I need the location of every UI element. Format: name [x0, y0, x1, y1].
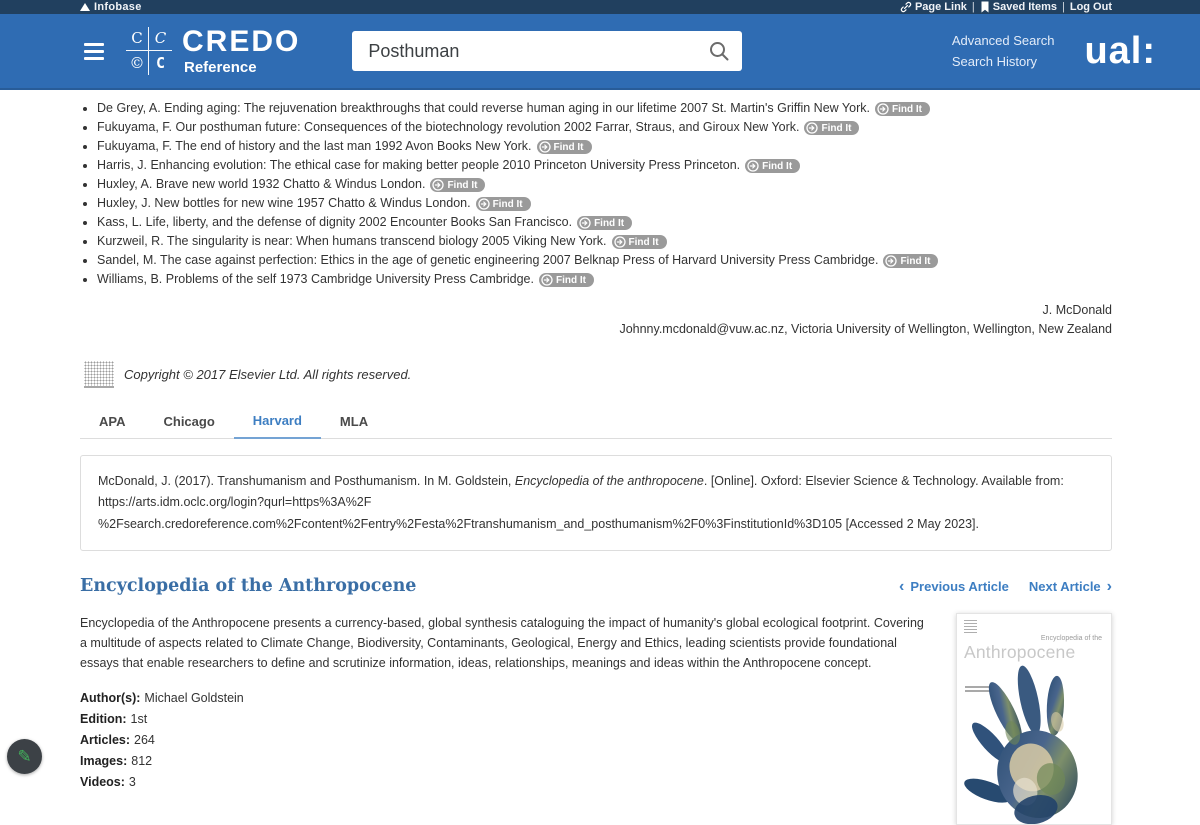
- find-it-arrow-icon: [579, 217, 591, 229]
- reference-list: De Grey, A. Ending aging: The rejuvenati…: [80, 101, 1112, 287]
- page-content: De Grey, A. Ending aging: The rejuvenati…: [0, 90, 1200, 825]
- menu-hamburger-icon[interactable]: [84, 42, 104, 60]
- cover-title: Anthropocene: [964, 641, 1076, 662]
- author-attribution: J. McDonald Johnny.mcdonald@vuw.ac.nz, V…: [80, 301, 1112, 339]
- log-out-button[interactable]: Log Out: [1069, 1, 1112, 13]
- find-it-button[interactable]: Find It: [577, 216, 633, 230]
- main-header: C C © C CREDO Reference Advanced Search …: [0, 14, 1200, 90]
- advanced-search-link[interactable]: Advanced Search: [951, 33, 1055, 48]
- earth-handprint-image: [964, 665, 1078, 824]
- copyright-text: Copyright © 2017 Elsevier Ltd. All right…: [124, 367, 412, 382]
- infobase-logo-text: Infobase: [94, 1, 142, 13]
- article-body: Encyclopedia of the Anthropocene present…: [80, 612, 1112, 825]
- pencil-icon: ✎: [17, 747, 32, 766]
- article-title: Encyclopedia of the Anthropocene: [80, 575, 417, 596]
- search-icon: [710, 42, 729, 61]
- reference-item: Williams, B. Problems of the self 1973 C…: [97, 272, 1112, 287]
- copyright-row: Copyright © 2017 Elsevier Ltd. All right…: [84, 361, 1112, 388]
- next-article-link[interactable]: Next Article ›: [1028, 577, 1112, 595]
- book-cover[interactable]: Encyclopedia of the Anthropocene: [956, 612, 1112, 825]
- reference-item: Harris, J. Enhancing evolution: The ethi…: [97, 158, 1112, 173]
- citation-box: McDonald, J. (2017). Transhumanism and P…: [80, 455, 1112, 551]
- find-it-button[interactable]: Find It: [745, 159, 801, 173]
- infobase-triangle-icon: [80, 3, 90, 11]
- search-bar: [352, 31, 743, 71]
- author-name: J. McDonald: [1042, 303, 1112, 317]
- find-it-arrow-icon: [885, 255, 898, 267]
- find-it-button[interactable]: Find It: [874, 102, 930, 116]
- tab-chicago[interactable]: Chicago: [144, 404, 233, 438]
- article-info: Encyclopedia of the Anthropocene present…: [80, 613, 930, 825]
- meta-videos: Videos: 3: [80, 774, 136, 789]
- elsevier-logo: [84, 361, 114, 388]
- search-button[interactable]: [708, 40, 730, 62]
- citation-style-tabs: APA Chicago Harvard MLA: [80, 404, 1112, 439]
- ual-institution-logo[interactable]: ual:: [1084, 29, 1156, 72]
- separator: |: [1061, 1, 1065, 13]
- meta-articles: Articles: 264: [80, 732, 155, 747]
- find-it-button[interactable]: Find It: [883, 254, 939, 268]
- chevron-left-icon: ‹: [899, 577, 905, 595]
- page-link-button[interactable]: Page Link: [900, 1, 967, 13]
- find-it-arrow-icon: [747, 160, 759, 172]
- reference-item: Huxley, J. New bottles for new wine 1957…: [97, 196, 1112, 211]
- reference-item: Kurzweil, R. The singularity is near: Wh…: [97, 234, 1112, 249]
- separator: |: [971, 1, 975, 13]
- tab-harvard[interactable]: Harvard: [233, 404, 321, 439]
- credo-logo-mark: C C © C: [126, 27, 172, 75]
- top-bar-links: Page Link | Saved Items | Log Out: [900, 1, 1112, 13]
- publisher-mark: [964, 619, 977, 633]
- cover-editor-names: [965, 685, 999, 694]
- reference-item: Huxley, A. Brave new world 1932 Chatto &…: [97, 177, 1112, 192]
- tab-apa[interactable]: APA: [80, 404, 144, 438]
- bookmark-icon: [981, 1, 989, 13]
- search-history-link[interactable]: Search History: [951, 54, 1038, 69]
- reference-item: Sandel, M. The case against perfection: …: [97, 253, 1112, 268]
- reference-item: De Grey, A. Ending aging: The rejuvenati…: [97, 101, 1112, 116]
- find-it-arrow-icon: [806, 122, 819, 134]
- header-search-links: Advanced Search Search History: [952, 30, 1055, 72]
- meta-authors: Author(s): Michael Goldstein: [80, 690, 244, 705]
- edit-fab-button[interactable]: ✎: [7, 739, 42, 774]
- meta-edition: Edition: 1st: [80, 711, 148, 726]
- find-it-arrow-icon: [541, 274, 553, 286]
- reference-item: Kass, L. Life, liberty, and the defense …: [97, 215, 1112, 230]
- find-it-arrow-icon: [538, 141, 551, 153]
- infobase-logo[interactable]: Infobase: [80, 1, 142, 13]
- citation-url: %2Fsearch.credoreference.com%2Fcontent%2…: [98, 516, 979, 531]
- saved-items-button[interactable]: Saved Items: [980, 1, 1057, 13]
- article-metadata: Author(s): Michael Goldstein Edition: 1st …: [80, 691, 930, 789]
- find-it-arrow-icon: [477, 198, 490, 210]
- reference-item: Fukuyama, F. Our posthuman future: Conse…: [97, 120, 1112, 135]
- citation-text: McDonald, J. (2017). Transhumanism and P…: [98, 474, 515, 488]
- find-it-button[interactable]: Find It: [804, 121, 860, 135]
- citation-url: https://arts.idm.oclc.org/login?qurl=htt…: [98, 495, 372, 510]
- find-it-arrow-icon: [877, 103, 889, 115]
- article-description: Encyclopedia of the Anthropocene present…: [80, 615, 924, 671]
- top-utility-bar: Infobase Page Link | Saved Items | Log O…: [0, 0, 1200, 14]
- author-affiliation: Johnny.mcdonald@vuw.ac.nz, Victoria Univ…: [619, 322, 1112, 336]
- article-header: Encyclopedia of the Anthropocene ‹ Previ…: [80, 576, 1112, 596]
- search-input[interactable]: [368, 40, 709, 62]
- find-it-button[interactable]: Find It: [430, 178, 486, 192]
- citation-work-title: Encyclopedia of the anthropocene: [514, 474, 704, 488]
- meta-images: Images: 812: [80, 753, 153, 768]
- link-icon: [900, 1, 912, 13]
- chevron-right-icon: ›: [1106, 577, 1112, 595]
- find-it-button[interactable]: Find It: [538, 273, 594, 287]
- article-navigation: ‹ Previous Article Next Article ›: [899, 577, 1112, 595]
- find-it-button[interactable]: Find It: [611, 235, 667, 249]
- find-it-arrow-icon: [432, 179, 445, 191]
- previous-article-link[interactable]: ‹ Previous Article: [899, 577, 1009, 595]
- find-it-button[interactable]: Find It: [475, 197, 531, 211]
- find-it-button[interactable]: Find It: [536, 140, 592, 154]
- cover-supertitle: Encyclopedia of the: [1040, 634, 1102, 642]
- reference-item: Fukuyama, F. The end of history and the …: [97, 139, 1112, 154]
- tab-mla[interactable]: MLA: [321, 404, 387, 438]
- credo-logo[interactable]: C C © C CREDO Reference: [126, 24, 301, 76]
- find-it-arrow-icon: [613, 236, 626, 248]
- credo-logo-text: CREDO Reference: [182, 24, 301, 76]
